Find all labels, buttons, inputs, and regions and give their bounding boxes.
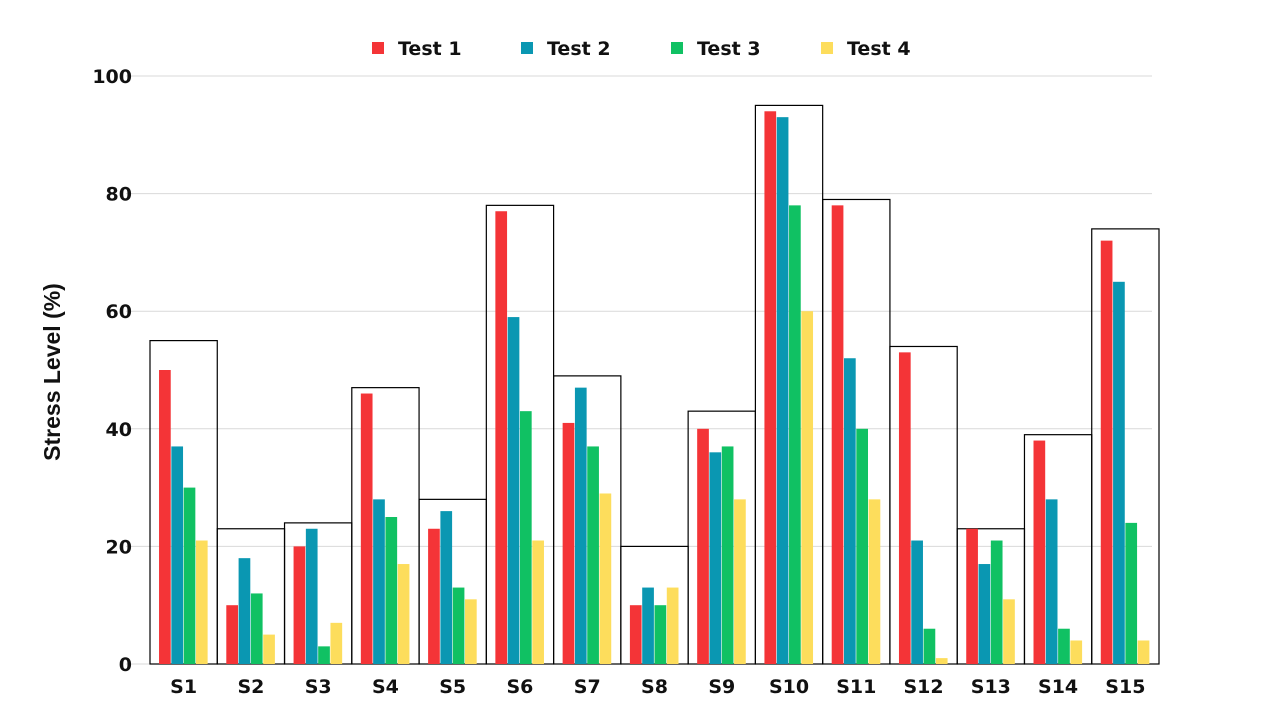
x-tick-label-S12: S12	[904, 676, 944, 698]
x-tick-label-S2: S2	[237, 676, 264, 698]
bar-S8-test-3	[654, 605, 667, 664]
bar-S1-test-4	[195, 540, 208, 664]
bar-S12-test-1	[898, 352, 911, 664]
x-tick-label-S5: S5	[439, 676, 466, 698]
bar-S4-test-3	[385, 517, 398, 664]
x-tick-label-S3: S3	[305, 676, 332, 698]
bar-S8-test-4	[666, 587, 679, 664]
bar-S15-test-3	[1125, 522, 1138, 664]
bar-S7-test-1	[562, 422, 575, 664]
bar-S5-test-2	[440, 511, 453, 664]
bar-S13-test-2	[978, 564, 991, 664]
legend-label-test-3: Test 3	[697, 38, 761, 60]
bar-S11-test-1	[831, 205, 844, 665]
bar-S9-test-2	[709, 452, 722, 664]
bar-S8-test-1	[629, 605, 642, 664]
bar-S12-test-3	[923, 628, 936, 664]
bar-S1-test-2	[171, 446, 184, 664]
bar-S12-test-4	[935, 658, 948, 664]
bar-S5-test-1	[428, 528, 440, 664]
bar-S4-test-1	[360, 393, 373, 664]
bar-S4-test-2	[373, 499, 385, 664]
x-tick-label-S13: S13	[971, 676, 1011, 698]
bar-S3-test-3	[318, 646, 330, 664]
bar-S6-test-3	[519, 411, 532, 664]
bar-S11-test-2	[844, 358, 856, 664]
y-axis-ticks: 0 20 40 60 80 100	[92, 66, 132, 676]
bar-S10-test-2	[776, 117, 789, 664]
bar-S3-test-4	[330, 622, 343, 664]
bar-S6-test-2	[507, 317, 520, 664]
bar-S4-test-4	[397, 564, 410, 664]
y-tick-label-20: 20	[106, 536, 132, 558]
bar-S1-test-3	[183, 487, 196, 664]
legend-label-test-4: Test 4	[847, 38, 911, 60]
bar-S3-test-1	[293, 546, 306, 664]
bar-S5-test-4	[465, 599, 477, 664]
bar-S11-test-4	[868, 499, 881, 664]
x-tick-label-S14: S14	[1038, 676, 1078, 698]
y-tick-label-80: 80	[106, 184, 132, 206]
bar-S14-test-4	[1070, 640, 1083, 664]
bar-S6-test-1	[495, 211, 508, 665]
bar-S9-test-3	[721, 446, 734, 664]
x-tick-label-S11: S11	[836, 676, 876, 698]
x-tick-label-S1: S1	[170, 676, 197, 698]
legend-label-test-1: Test 1	[398, 38, 462, 60]
bar-S3-test-2	[305, 528, 318, 664]
bar-S9-test-4	[734, 499, 746, 664]
bar-S7-test-4	[599, 493, 612, 664]
bar-S11-test-3	[856, 428, 868, 664]
y-tick-label-100: 100	[92, 66, 132, 88]
legend-swatch-test-2	[521, 42, 533, 54]
bar-S2-test-1	[226, 605, 238, 664]
x-tick-label-S9: S9	[708, 676, 735, 698]
bar-S6-test-4	[532, 540, 544, 664]
bar-S10-test-3	[789, 205, 801, 665]
bar-S13-test-4	[1003, 599, 1015, 664]
bar-S13-test-1	[966, 528, 978, 664]
bar-S8-test-2	[642, 587, 654, 664]
x-tick-label-S8: S8	[641, 676, 668, 698]
bar-S10-test-4	[801, 311, 814, 664]
legend-swatch-test-3	[671, 42, 683, 54]
bar-S13-test-3	[990, 540, 1003, 664]
bar-S9-test-1	[697, 428, 709, 664]
legend-swatch-test-1	[372, 42, 384, 54]
bar-S15-test-4	[1137, 640, 1150, 664]
x-tick-label-S10: S10	[769, 676, 809, 698]
y-axis-title: Stress Level (%)	[39, 283, 65, 461]
bar-S2-test-3	[250, 593, 263, 664]
legend: Test 1 Test 2 Test 3 Test 4	[372, 38, 911, 60]
x-tick-label-S15: S15	[1105, 676, 1145, 698]
y-tick-label-40: 40	[106, 419, 132, 441]
x-axis-categories: S1 S2 S3 S4 S5 S6 S7 S8 S9 S10 S11 S12 S13 S14 S15	[170, 676, 1145, 698]
bar-S7-test-3	[587, 446, 599, 664]
legend-swatch-test-4	[821, 42, 833, 54]
bar-S15-test-2	[1113, 281, 1125, 664]
legend-label-test-2: Test 2	[547, 38, 611, 60]
bar-S2-test-4	[263, 634, 275, 664]
group-box-S15	[1091, 228, 1160, 665]
bars	[159, 111, 1150, 665]
x-tick-label-S4: S4	[372, 676, 399, 698]
y-tick-label-60: 60	[106, 301, 132, 323]
bar-S14-test-1	[1033, 440, 1046, 664]
bar-S5-test-3	[452, 587, 465, 664]
bar-S10-test-1	[764, 111, 777, 664]
bar-S14-test-3	[1058, 628, 1070, 664]
bar-S12-test-2	[911, 540, 923, 664]
x-tick-label-S6: S6	[507, 676, 534, 698]
bar-S14-test-2	[1045, 499, 1058, 664]
bar-S2-test-2	[238, 558, 251, 664]
x-tick-label-S7: S7	[574, 676, 601, 698]
y-tick-label-0: 0	[119, 654, 132, 676]
bar-S7-test-2	[574, 387, 587, 664]
bar-S15-test-1	[1100, 240, 1113, 664]
bar-S1-test-1	[159, 370, 171, 664]
